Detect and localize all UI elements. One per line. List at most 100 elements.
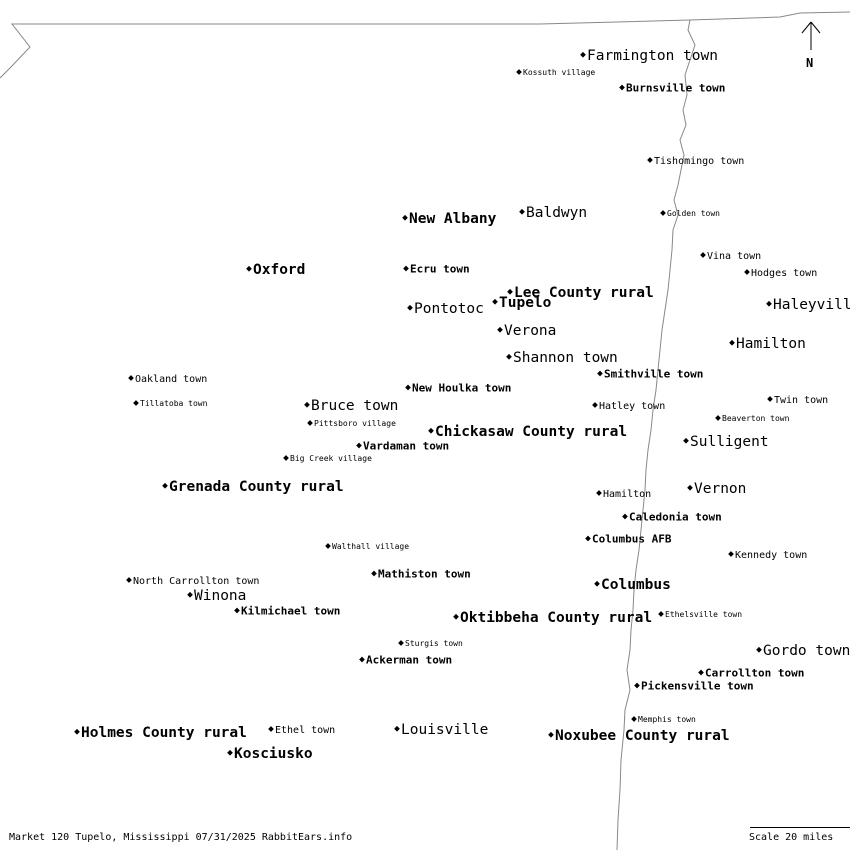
place-label: North Carrollton town: [126, 576, 260, 587]
place-name: Verona: [504, 322, 557, 339]
city-marker-icon: [325, 542, 331, 549]
city-marker-icon: [715, 414, 721, 421]
place-name: Smithville town: [604, 367, 704, 381]
place-name: Lee County rural: [514, 284, 654, 301]
city-marker-icon: [128, 375, 134, 381]
place-label: Vardaman town: [356, 439, 450, 453]
north-label: N: [806, 56, 814, 70]
place-name: Ecru town: [410, 262, 470, 276]
place-label: Verona: [497, 322, 557, 339]
place-label: Ecru town: [403, 262, 470, 276]
place-name: Carrollton town: [705, 666, 805, 680]
city-marker-icon: [687, 484, 693, 491]
city-marker-icon: [497, 326, 503, 333]
place-label: Oakland town: [128, 374, 208, 385]
place-name: Pittsboro village: [314, 419, 396, 428]
city-marker-icon: [700, 252, 706, 258]
city-marker-icon: [371, 570, 377, 577]
place-label: Tupelo: [492, 294, 552, 311]
city-marker-icon: [631, 715, 637, 722]
city-marker-icon: [622, 513, 628, 520]
place-name: Kosciusko: [234, 745, 313, 762]
place-label: Hatley town: [592, 402, 665, 412]
place-name: Hamilton: [603, 489, 652, 500]
city-marker-icon: [356, 442, 362, 449]
city-marker-icon: [516, 68, 522, 75]
place-label: Winona: [187, 589, 246, 604]
city-marker-icon: [767, 396, 773, 402]
place-label: Mathiston town: [371, 567, 471, 581]
scale-bar: [750, 827, 850, 828]
place-label: Tillatoba town: [133, 399, 207, 408]
city-marker-icon: [234, 607, 240, 614]
city-marker-icon: [597, 370, 603, 377]
place-name: Sulligent: [690, 433, 769, 450]
place-name: Kossuth village: [523, 68, 596, 77]
place-name: Tupelo: [499, 294, 552, 311]
place-name: Vardaman town: [363, 439, 450, 453]
place-label: Twin town: [767, 395, 829, 406]
place-name: Pontotoc: [414, 300, 484, 317]
place-name: Big Creek village: [290, 454, 372, 463]
place-name: Beaverton town: [722, 414, 790, 423]
place-name: New Albany: [409, 210, 497, 227]
place-name: Ethel town: [275, 725, 336, 736]
city-marker-icon: [227, 749, 233, 756]
place-name: Farmington town: [587, 47, 718, 64]
place-name: Mathiston town: [378, 567, 471, 581]
place-name: Noxubee County rural: [555, 727, 730, 744]
place-label: Oktibbeha County rural: [453, 609, 653, 626]
place-name: Vernon: [694, 480, 747, 497]
place-label: Hodges town: [744, 269, 817, 279]
city-marker-icon: [405, 384, 411, 391]
city-marker-icon: [756, 646, 762, 653]
city-marker-icon: [683, 437, 689, 444]
place-label: Louisville: [394, 723, 488, 738]
city-marker-icon: [402, 214, 408, 221]
place-label: Golden town: [660, 210, 720, 218]
place-label: Farmington town: [580, 47, 718, 64]
place-label: Walthall village: [325, 542, 410, 551]
place-name: Oktibbeha County rural: [460, 609, 653, 626]
place-label: New Albany: [402, 210, 497, 227]
place-name: North Carrollton town: [133, 576, 260, 587]
city-marker-icon: [507, 288, 513, 295]
city-marker-icon: [304, 401, 310, 408]
city-marker-icon: [647, 157, 653, 163]
place-label: Vernon: [687, 480, 747, 497]
place-name: Walthall village: [332, 542, 410, 551]
place-label: Chickasaw County rural: [428, 425, 627, 440]
place-label: Tishomingo town: [647, 157, 744, 167]
place-name: Ackerman town: [366, 653, 453, 667]
city-marker-icon: [428, 427, 434, 434]
place-label: Memphis town: [631, 715, 696, 724]
place-name: Twin town: [774, 395, 829, 406]
place-label: Gordo town: [756, 642, 850, 659]
north-arrow-icon: [801, 21, 821, 50]
city-marker-icon: [394, 725, 400, 732]
city-marker-icon: [133, 399, 139, 406]
place-name: Vina town: [707, 251, 762, 262]
city-marker-icon: [359, 656, 365, 663]
place-name: Oxford: [253, 261, 306, 278]
city-marker-icon: [634, 682, 640, 689]
place-label: Grenada County rural: [162, 480, 344, 495]
place-label: Bruce town: [304, 399, 398, 414]
place-label: Ethelsville town: [658, 610, 742, 619]
alabama-state-line: [616, 19, 696, 850]
place-label: Kosciusko: [227, 745, 313, 762]
city-marker-icon: [658, 610, 664, 617]
place-label: Ackerman town: [359, 653, 453, 667]
city-marker-icon: [596, 490, 602, 496]
place-label: Baldwyn: [519, 206, 587, 221]
place-label: Kilmichael town: [234, 606, 340, 617]
place-label: Kennedy town: [728, 551, 807, 561]
place-name: Gordo town: [763, 642, 850, 659]
place-label: Vina town: [700, 251, 762, 262]
place-name: Oakland town: [135, 374, 208, 385]
place-label: Ethel town: [268, 725, 336, 736]
city-marker-icon: [766, 300, 772, 307]
city-marker-icon: [246, 265, 252, 272]
city-marker-icon: [307, 419, 313, 426]
